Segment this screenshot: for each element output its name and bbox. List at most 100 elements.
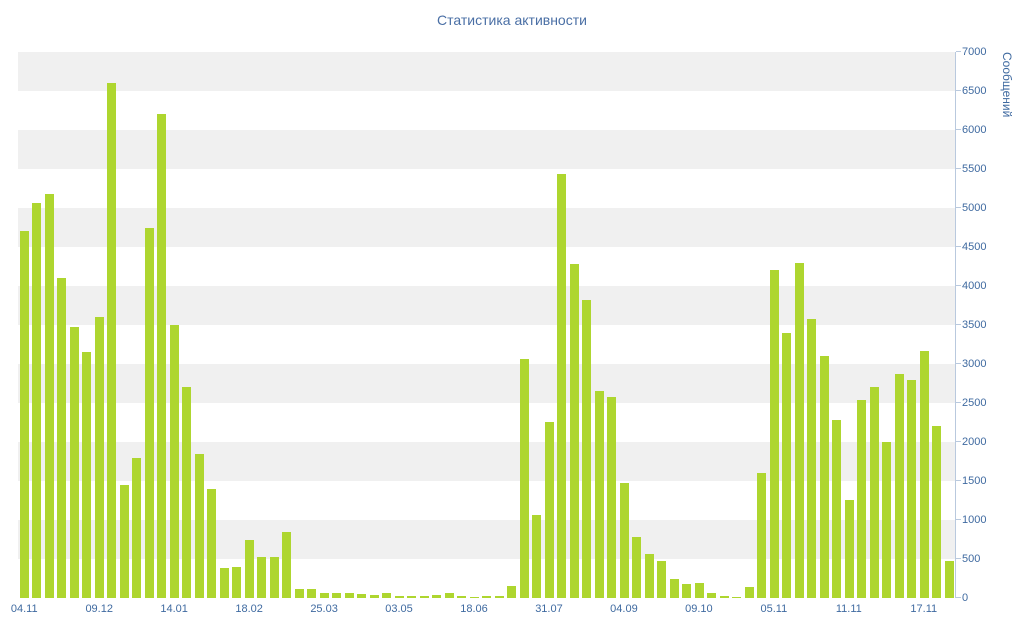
bar-slot — [406, 52, 419, 598]
bar[interactable] — [82, 352, 92, 598]
bar[interactable] — [519, 358, 529, 598]
x-axis-tick-label: 11.11 — [835, 603, 862, 615]
bar[interactable] — [457, 596, 467, 598]
bar-slot — [606, 52, 619, 598]
bar[interactable] — [869, 387, 879, 598]
bar[interactable] — [944, 561, 954, 598]
y-axis-tick-label: 2000 — [962, 436, 987, 448]
bar[interactable] — [632, 537, 642, 598]
y-axis-tick-mark — [956, 519, 961, 520]
bar-slot — [756, 52, 769, 598]
bar[interactable] — [169, 325, 179, 598]
bar[interactable] — [582, 300, 592, 598]
bar[interactable] — [494, 595, 504, 598]
bar[interactable] — [644, 554, 654, 598]
bar[interactable] — [44, 193, 54, 598]
bar-slot — [206, 52, 219, 598]
bar[interactable] — [719, 595, 729, 598]
bar[interactable] — [907, 379, 917, 598]
bar[interactable] — [119, 484, 129, 598]
bar[interactable] — [269, 556, 279, 598]
bar[interactable] — [569, 264, 579, 598]
bar[interactable] — [219, 568, 229, 598]
bar[interactable] — [394, 595, 404, 598]
bar[interactable] — [382, 593, 392, 598]
bar[interactable] — [207, 488, 217, 598]
bar[interactable] — [344, 593, 354, 598]
bar[interactable] — [832, 420, 842, 598]
bar-slot — [143, 52, 156, 598]
bar[interactable] — [557, 173, 567, 598]
bar[interactable] — [532, 515, 542, 598]
bar[interactable] — [369, 594, 379, 598]
bar[interactable] — [894, 374, 904, 598]
bar[interactable] — [732, 597, 742, 598]
bar[interactable] — [882, 442, 892, 598]
bar[interactable] — [94, 317, 104, 598]
bar[interactable] — [782, 332, 792, 598]
bar[interactable] — [619, 482, 629, 598]
bar[interactable] — [244, 539, 254, 598]
bar[interactable] — [507, 586, 517, 598]
bar-slot — [868, 52, 881, 598]
bar[interactable] — [594, 391, 604, 598]
y-axis-line — [955, 52, 956, 598]
bar[interactable] — [657, 561, 667, 598]
bar[interactable] — [694, 583, 704, 598]
bar[interactable] — [282, 531, 292, 598]
y-axis-tick-label: 1500 — [962, 475, 987, 487]
bar[interactable] — [419, 596, 429, 598]
bar[interactable] — [919, 350, 929, 598]
bar[interactable] — [769, 270, 779, 598]
bar[interactable] — [332, 592, 342, 598]
bar[interactable] — [357, 594, 367, 598]
bar[interactable] — [107, 83, 117, 598]
bar[interactable] — [744, 587, 754, 598]
bar[interactable] — [482, 596, 492, 598]
bar[interactable] — [132, 457, 142, 598]
bar[interactable] — [444, 593, 454, 598]
y-axis-tick-mark — [956, 558, 961, 559]
bar[interactable] — [144, 227, 154, 598]
y-axis-tick-label: 3000 — [962, 358, 987, 370]
bar[interactable] — [682, 583, 692, 598]
bar[interactable] — [807, 318, 817, 598]
bar[interactable] — [32, 203, 42, 598]
bar[interactable] — [819, 356, 829, 598]
bar-slot — [543, 52, 556, 598]
bar[interactable] — [432, 594, 442, 598]
bar[interactable] — [257, 557, 267, 598]
bar[interactable] — [844, 499, 854, 598]
bar-slot — [643, 52, 656, 598]
bar[interactable] — [294, 588, 304, 598]
bar[interactable] — [307, 589, 317, 598]
bar[interactable] — [194, 453, 204, 598]
bar[interactable] — [932, 426, 942, 598]
y-axis-tick-mark — [956, 402, 961, 403]
bar[interactable] — [607, 396, 617, 598]
bar-slot — [168, 52, 181, 598]
bar[interactable] — [182, 387, 192, 598]
bar[interactable] — [707, 593, 717, 598]
bar-slot — [581, 52, 594, 598]
bar[interactable] — [19, 231, 29, 598]
bar[interactable] — [69, 327, 79, 598]
bar-slot — [831, 52, 844, 598]
bar-slot — [681, 52, 694, 598]
bar[interactable] — [857, 399, 867, 598]
bar[interactable] — [319, 593, 329, 598]
bar[interactable] — [232, 566, 242, 598]
bar[interactable] — [57, 278, 67, 598]
bar-slot — [43, 52, 56, 598]
bar[interactable] — [469, 596, 479, 598]
bar[interactable] — [794, 262, 804, 598]
y-axis-tick-label: 6500 — [962, 85, 987, 97]
bar[interactable] — [757, 473, 767, 598]
bar[interactable] — [407, 596, 417, 598]
bar[interactable] — [669, 578, 679, 598]
bar-slot — [506, 52, 519, 598]
bar[interactable] — [157, 114, 167, 598]
bar[interactable] — [544, 421, 554, 598]
bar-slot — [181, 52, 194, 598]
bar-slot — [843, 52, 856, 598]
